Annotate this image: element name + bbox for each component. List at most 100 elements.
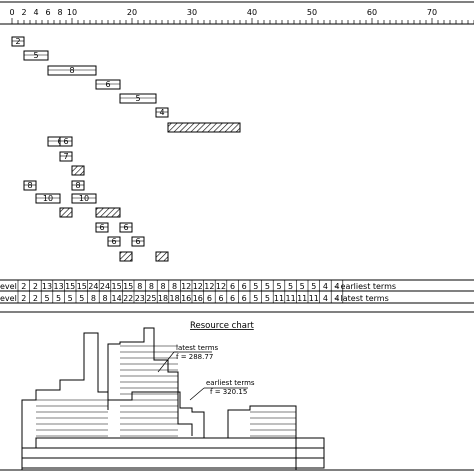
base-band-2 bbox=[22, 448, 324, 458]
task-duration-label: 7 bbox=[63, 152, 68, 161]
level-cell: 15 bbox=[77, 282, 87, 291]
task-duration-label: 8 bbox=[27, 181, 32, 190]
level-cell: 15 bbox=[112, 282, 122, 291]
axis-ticks bbox=[12, 18, 474, 24]
axis-tick-label: 50 bbox=[307, 8, 317, 17]
axis-tick-label: 2 bbox=[21, 8, 26, 17]
level-cell: 5 bbox=[311, 282, 316, 291]
earliest-terms-profile bbox=[22, 333, 296, 470]
task-duration-label: 5 bbox=[135, 94, 140, 103]
task-duration-label: 10 bbox=[79, 194, 89, 203]
level-cell: 23 bbox=[135, 294, 145, 303]
level-cell: 13 bbox=[54, 282, 64, 291]
level-cell: 5 bbox=[79, 294, 84, 303]
level-cell: 5 bbox=[56, 294, 61, 303]
level-table: evel 2 2 13 13 15 15 24 24 15 15 8 8 8 8 12 12 12 12 6 6 5 5 5 5… bbox=[0, 280, 474, 303]
level-cell: 14 bbox=[112, 294, 122, 303]
level-cell: 18 bbox=[170, 294, 180, 303]
level-cell: 12 bbox=[216, 282, 226, 291]
level-cell: 11 bbox=[286, 294, 296, 303]
axis-tick-label: 40 bbox=[247, 8, 257, 17]
level-cell: 16 bbox=[181, 294, 191, 303]
level-cell: 4 bbox=[323, 294, 328, 303]
task-bar bbox=[96, 208, 120, 217]
annotation-earliest-leader bbox=[190, 388, 204, 400]
level-cell: 5 bbox=[276, 282, 281, 291]
level-cell: 6 bbox=[230, 282, 235, 291]
task-duration-label: 2 bbox=[15, 37, 20, 46]
annotation-earliest-2: f = 320.15 bbox=[210, 388, 247, 396]
level-cell: 2 bbox=[21, 282, 26, 291]
level-cell: 8 bbox=[172, 282, 177, 291]
level-cell: 13 bbox=[42, 282, 52, 291]
level-cell: 5 bbox=[253, 282, 258, 291]
task-duration-label: 4 bbox=[159, 108, 164, 117]
level-cell: 25 bbox=[146, 294, 156, 303]
level-row-prefix: evel bbox=[0, 282, 17, 291]
level-cell: 8 bbox=[102, 294, 107, 303]
task-duration-label: 6 bbox=[63, 137, 68, 146]
task-bar bbox=[72, 166, 84, 175]
level-cell: 6 bbox=[242, 294, 247, 303]
task-duration-label: 6 bbox=[123, 223, 128, 232]
base-band-3 bbox=[22, 458, 324, 468]
level-cell: 5 bbox=[300, 282, 305, 291]
level-cell: 5 bbox=[265, 282, 270, 291]
annotation-latest-leader bbox=[158, 352, 174, 372]
axis-tick-label: 6 bbox=[45, 8, 50, 17]
axis-tick-label: 4 bbox=[33, 8, 38, 17]
task-duration-label: 10 bbox=[43, 194, 53, 203]
axis-tick-label: 0 bbox=[9, 8, 14, 17]
task-duration-label: 6 bbox=[99, 223, 104, 232]
level-cell: 2 bbox=[21, 294, 26, 303]
task-duration-label: 8 bbox=[69, 66, 74, 75]
annotation-earliest-1: earliest terms bbox=[206, 379, 255, 387]
level-cell: 24 bbox=[88, 282, 98, 291]
level-cell: 6 bbox=[230, 294, 235, 303]
level-cell: 8 bbox=[160, 282, 165, 291]
level-cell: 2 bbox=[33, 282, 38, 291]
level-cell: 8 bbox=[137, 282, 142, 291]
level-cell: 12 bbox=[181, 282, 191, 291]
level-cell: 5 bbox=[288, 282, 293, 291]
level-cell: 11 bbox=[297, 294, 307, 303]
axis-tick-label: 20 bbox=[127, 8, 137, 17]
task-duration-label: 8 bbox=[75, 181, 80, 190]
annotation-latest-1: latest terms bbox=[176, 344, 219, 352]
level-cell: 5 bbox=[44, 294, 49, 303]
level-cell: 22 bbox=[123, 294, 133, 303]
task-bar bbox=[120, 252, 132, 261]
axis-tick-label: 30 bbox=[187, 8, 197, 17]
resource-chart-title: Resource chart bbox=[190, 321, 254, 331]
level-cell: 5 bbox=[253, 294, 258, 303]
level-cell: 24 bbox=[100, 282, 110, 291]
resource-chart: Resource chart latest terms f = 288.77 e… bbox=[0, 312, 474, 470]
level-cell: 18 bbox=[158, 294, 168, 303]
level-cell: 6 bbox=[242, 282, 247, 291]
level-cell: 15 bbox=[65, 282, 75, 291]
task-duration-label: 6 bbox=[105, 80, 110, 89]
axis-tick-label: 60 bbox=[367, 8, 377, 17]
level-cell: 12 bbox=[204, 282, 214, 291]
axis-tick-label: 70 bbox=[427, 8, 437, 17]
level-cell: 2 bbox=[33, 294, 38, 303]
axis-tick-label: 8 bbox=[57, 8, 62, 17]
base-band-1 bbox=[36, 438, 324, 448]
level-cell: 11 bbox=[309, 294, 319, 303]
level-cell: 15 bbox=[123, 282, 133, 291]
task-bar bbox=[60, 208, 72, 217]
level-cell: 5 bbox=[265, 294, 270, 303]
task-bar bbox=[168, 123, 240, 132]
level-row-prefix: evel bbox=[0, 294, 17, 303]
legend-latest: – latest terms bbox=[334, 294, 389, 303]
task-duration-label: 5 bbox=[33, 51, 38, 60]
annotation-latest-2: f = 288.77 bbox=[176, 353, 213, 361]
level-cell: 5 bbox=[68, 294, 73, 303]
axis-tick-label: 10 bbox=[67, 8, 77, 17]
level-cell: 12 bbox=[193, 282, 203, 291]
level-cell: 8 bbox=[149, 282, 154, 291]
level-cell: 16 bbox=[193, 294, 203, 303]
task-duration-label: 6 bbox=[135, 237, 140, 246]
task-bars: 2586546678810106666 bbox=[12, 37, 240, 261]
